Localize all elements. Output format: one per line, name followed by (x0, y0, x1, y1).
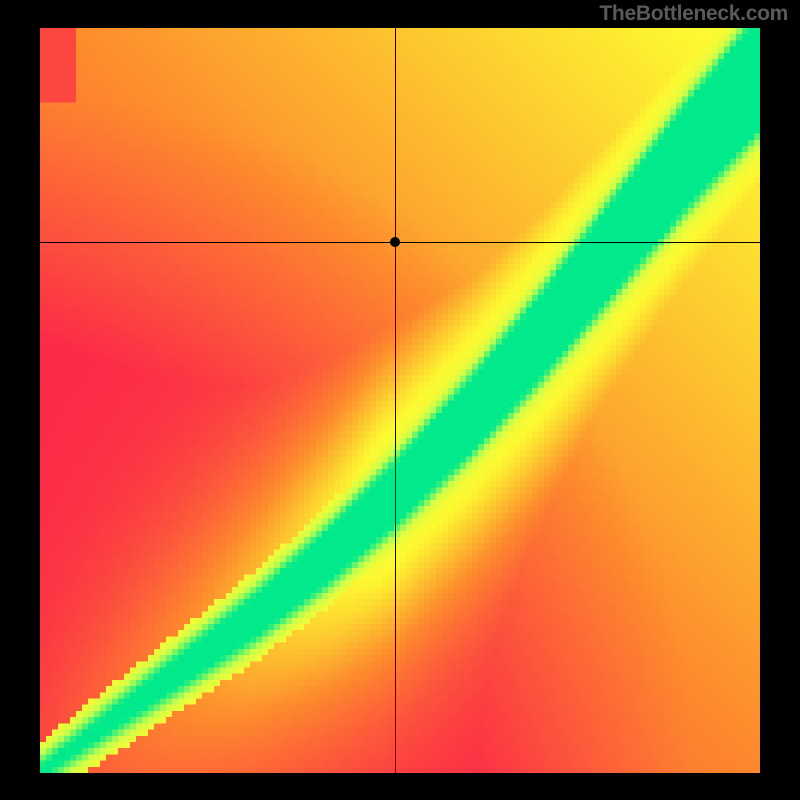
heatmap-canvas (40, 28, 760, 773)
crosshair-horizontal (40, 242, 760, 243)
crosshair-marker (390, 237, 400, 247)
crosshair-vertical (395, 28, 396, 773)
chart-container: TheBottleneck.com (0, 0, 800, 800)
plot-area (40, 28, 760, 773)
watermark-text: TheBottleneck.com (599, 2, 788, 26)
